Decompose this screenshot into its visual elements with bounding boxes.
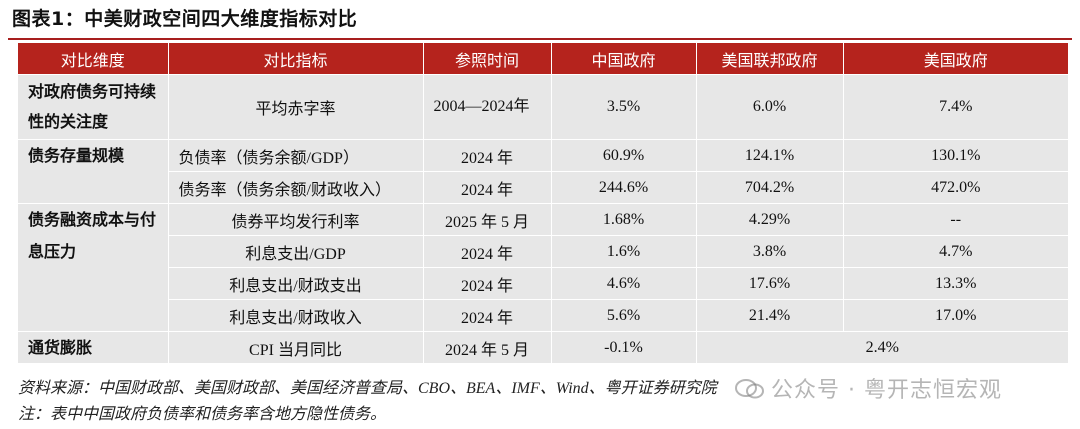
us-federal-value-cell: 124.1% bbox=[695, 139, 843, 172]
us-federal-value-cell: 704.2% bbox=[695, 171, 843, 204]
us-gov-value-cell: 4.7% bbox=[842, 235, 1068, 268]
indicator-cell: 利息支出/GDP bbox=[167, 235, 423, 268]
table-row: 通货膨胀 CPI 当月同比 2024 年 5 月 -0.1% 2.4% bbox=[18, 331, 1068, 363]
table-row: 利息支出/财政支出 2024 年 4.6% 17.6% 13.3% bbox=[18, 267, 1068, 300]
us-merged-value-cell: 2.4% bbox=[695, 331, 1068, 363]
dimension-cell: 通货膨胀 bbox=[18, 331, 168, 363]
us-gov-value-cell: 472.0% bbox=[842, 171, 1068, 204]
col-header-indicator: 对比指标 bbox=[167, 43, 423, 75]
us-gov-value-cell: 17.0% bbox=[842, 299, 1068, 332]
us-gov-value-cell: -- bbox=[842, 203, 1068, 236]
time-cell: 2024 年 5 月 bbox=[422, 331, 551, 363]
us-gov-value-cell: 130.1% bbox=[842, 139, 1068, 172]
title-divider bbox=[8, 38, 1072, 40]
time-cell: 2004—2024年 bbox=[422, 74, 551, 140]
time-cell: 2024 年 bbox=[422, 299, 551, 332]
figure-title: 图表1：中美财政空间四大维度指标对比 bbox=[12, 8, 358, 30]
watermark: 公众号 · 粤开志恒宏观 bbox=[735, 372, 1002, 404]
time-cell: 2024 年 bbox=[422, 267, 551, 300]
table-row: 债务率（债务余额/财政收入） 2024 年 244.6% 704.2% 472.… bbox=[18, 171, 1068, 204]
us-federal-value-cell: 21.4% bbox=[695, 299, 843, 332]
dimension-cell: 债务存量规模 bbox=[18, 139, 168, 204]
dimension-cell: 债务融资成本与付息压力 bbox=[18, 203, 168, 332]
china-value-cell: 244.6% bbox=[550, 171, 696, 204]
watermark-text: 公众号 · 粤开志恒宏观 bbox=[771, 378, 1002, 403]
col-header-dimension: 对比维度 bbox=[18, 43, 168, 75]
china-value-cell: 3.5% bbox=[550, 74, 696, 140]
indicator-cell: 利息支出/财政收入 bbox=[167, 299, 423, 332]
time-cell: 2024 年 bbox=[422, 139, 551, 172]
us-federal-value-cell: 6.0% bbox=[695, 74, 843, 140]
col-header-china: 中国政府 bbox=[550, 43, 696, 75]
dimension-cell: 对政府债务可持续性的关注度 bbox=[18, 74, 168, 140]
indicator-cell: 债务率（债务余额/财政收入） bbox=[167, 171, 423, 204]
us-gov-value-cell: 13.3% bbox=[842, 267, 1068, 300]
col-header-us-gov: 美国政府 bbox=[842, 43, 1068, 75]
china-value-cell: 1.6% bbox=[550, 235, 696, 268]
indicator-cell: 利息支出/财政支出 bbox=[167, 267, 423, 300]
china-value-cell: 1.68% bbox=[550, 203, 696, 236]
china-value-cell: 5.6% bbox=[550, 299, 696, 332]
time-cell: 2024 年 bbox=[422, 171, 551, 204]
col-header-us-federal: 美国联邦政府 bbox=[695, 43, 843, 75]
table-row: 债务融资成本与付息压力 债券平均发行利率 2025 年 5 月 1.68% 4.… bbox=[18, 203, 1068, 332]
china-value-cell: 60.9% bbox=[550, 139, 696, 172]
comparison-table: 对比维度 对比指标 参照时间 中国政府 美国联邦政府 美国政府 对政府债务可持续… bbox=[18, 43, 1068, 363]
time-cell: 2024 年 bbox=[422, 235, 551, 268]
indicator-cell: 债券平均发行利率 bbox=[167, 203, 423, 236]
us-federal-value-cell: 17.6% bbox=[695, 267, 843, 300]
us-gov-value-cell: 7.4% bbox=[842, 74, 1068, 140]
time-cell: 2025 年 5 月 bbox=[422, 203, 551, 236]
footnote: 注：表中中国政府负债率和债务率含地方隐性债务。 bbox=[18, 406, 387, 423]
source-note: 资料来源：中国财政部、美国财政部、美国经济普查局、CBO、BEA、IMF、Win… bbox=[18, 380, 717, 397]
table-row: 利息支出/财政收入 2024 年 5.6% 21.4% 17.0% bbox=[18, 299, 1068, 332]
us-federal-value-cell: 4.29% bbox=[695, 203, 843, 236]
table-row: 利息支出/GDP 2024 年 1.6% 3.8% 4.7% bbox=[18, 235, 1068, 268]
table-row: 对政府债务可持续性的关注度 平均赤字率 2004—2024年 3.5% 6.0%… bbox=[18, 74, 1068, 140]
table-row: 债务存量规模 负债率（债务余额/GDP） 2024 年 60.9% 124.1%… bbox=[18, 139, 1068, 204]
china-value-cell: 4.6% bbox=[550, 267, 696, 300]
us-federal-value-cell: 3.8% bbox=[695, 235, 843, 268]
header-row: 对比维度 对比指标 参照时间 中国政府 美国联邦政府 美国政府 bbox=[18, 43, 1068, 75]
indicator-cell: CPI 当月同比 bbox=[167, 331, 423, 363]
indicator-cell: 平均赤字率 bbox=[167, 74, 423, 140]
col-header-time: 参照时间 bbox=[422, 43, 551, 75]
indicator-cell: 负债率（债务余额/GDP） bbox=[167, 139, 423, 172]
wechat-icon bbox=[735, 379, 764, 399]
china-value-cell: -0.1% bbox=[550, 331, 696, 363]
